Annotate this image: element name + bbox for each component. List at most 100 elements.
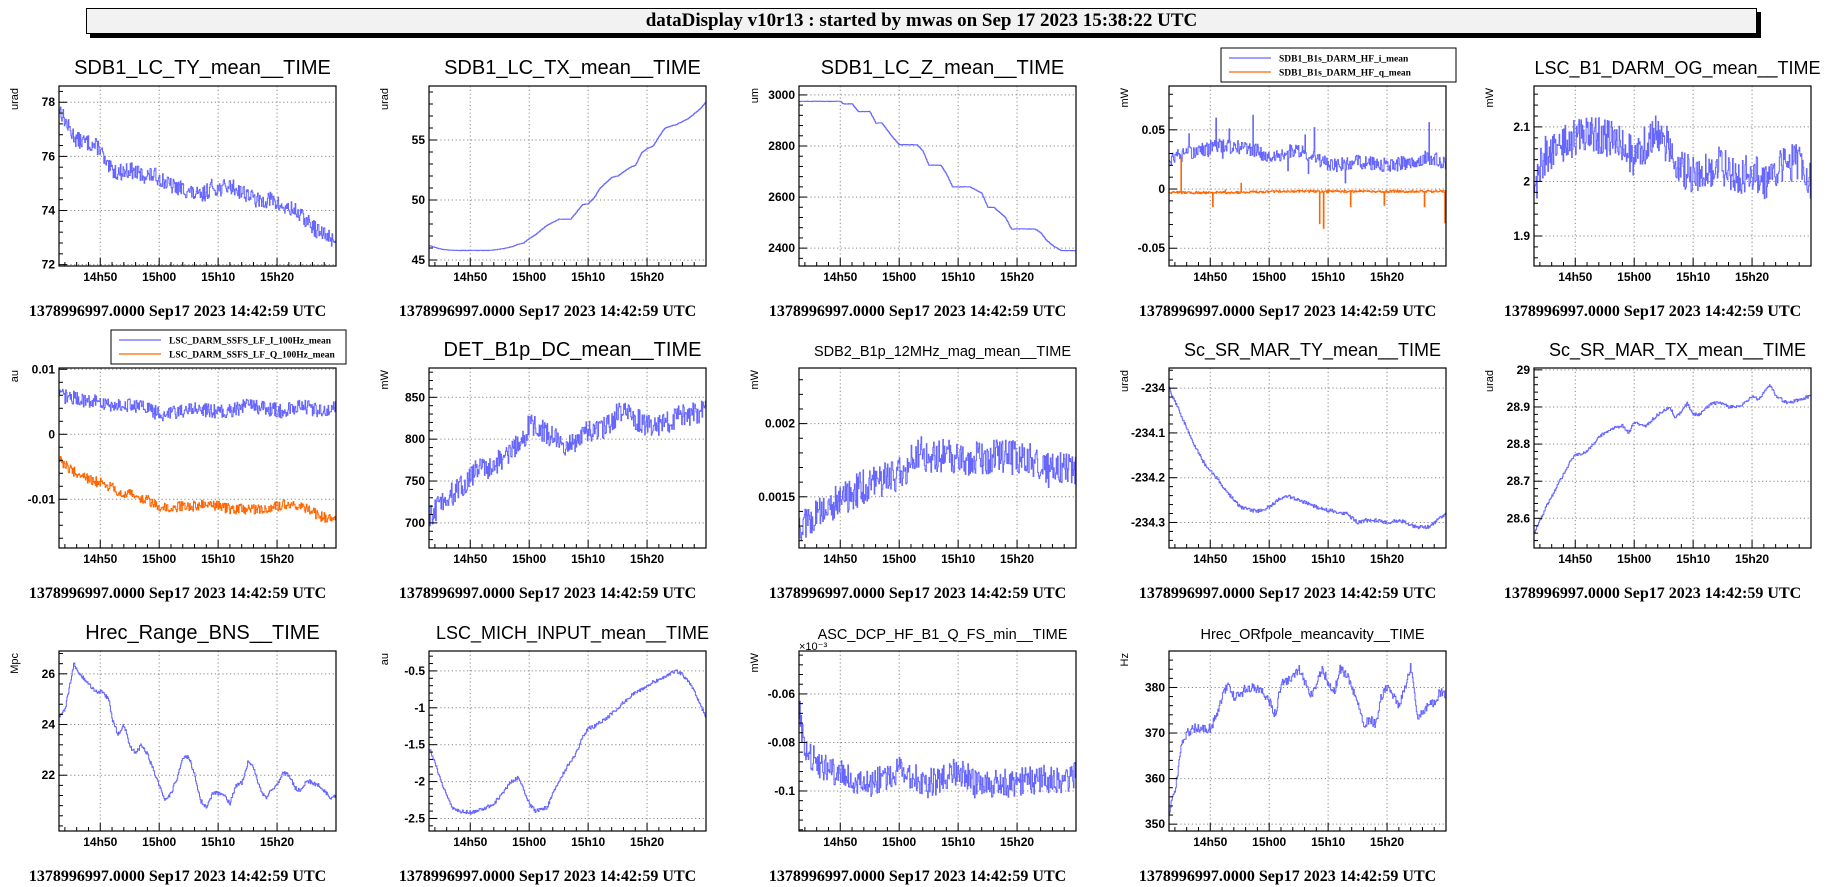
chart-panel: LSC_MICH_INPUT_mean__TIME au 14h50 15h00 15h… [370,605,736,887]
y-tick-label: 800 [405,432,425,446]
y-tick-label: 55 [412,133,426,147]
x-tick-label: 15h10 [201,552,235,566]
chart-panel: Sc_SR_MAR_TX_mean__TIME urad 14h50 15h00 15h… [1475,322,1831,604]
y-tick-label: -0.1 [774,784,795,798]
x-tick-label: 15h10 [571,835,605,849]
y-tick-label: -2.5 [404,811,425,825]
x-tick-label: 15h20 [1000,835,1034,849]
y-axis-label: au [9,370,21,382]
x-tick-label: 15h10 [571,270,605,284]
y-tick-label: -234.3 [1131,515,1165,529]
plot-frame [58,650,337,832]
y-tick-label: 370 [1145,726,1165,740]
x-tick-label: 15h10 [1676,270,1710,284]
y-tick-label: 3000 [768,88,795,102]
plot-frame [428,367,707,549]
y-tick-label: 24 [42,718,56,732]
y-tick-label: 28.6 [1507,511,1531,525]
series-line [1534,115,1812,200]
y-tick-label: 700 [405,516,425,530]
legend-entry: SDB1_B1s_DARM_HF_q_mean [1279,69,1412,79]
x-tick-label: 15h20 [1370,270,1404,284]
y-tick-label: -0.06 [768,687,796,701]
timestamp-footer: 1378996997.0000 Sep17 2023 14:42:59 UTC [29,868,326,885]
y-tick-label: 2600 [768,190,795,204]
y-axis-label: mW [1484,87,1496,107]
legend-entry: LSC_DARM_SSFS_LF_Q_100Hz_mean [169,351,335,361]
legend-box [110,329,347,365]
x-tick-label: 14h50 [823,270,857,284]
timestamp-footer: 1378996997.0000 Sep17 2023 14:42:59 UTC [399,303,696,320]
series-line [1534,384,1812,534]
plot-frame [1533,367,1812,549]
y-tick-label: 2800 [768,139,795,153]
y-tick-label: 28.8 [1507,437,1531,451]
timestamp-footer: 1378996997.0000 Sep17 2023 14:42:59 UTC [399,585,696,602]
y-axis-label: mW [749,369,761,389]
x-tick-label: 15h20 [260,835,294,849]
x-tick-label: 15h10 [1311,552,1345,566]
x-tick-label: 15h20 [1000,270,1034,284]
x-tick-label: 14h50 [1193,270,1227,284]
chart-svg: SDB2_B1p_12MHz_mag_mean__TIME mW 14h50 15h0… [749,344,1077,602]
y-tick-label: 28.7 [1507,474,1531,488]
header-title: dataDisplay v10r13 : started by mwas on … [645,10,1198,31]
x-tick-label: 14h50 [1558,270,1592,284]
y-tick-label: 45 [412,253,426,267]
series-line [59,662,337,809]
chart-panel: SDB2_B1p_12MHz_mag_mean__TIME mW 14h50 15h0… [740,322,1106,604]
chart-svg: Hrec_Range_BNS__TIME Mpc 14h50 15h00 15h10 15… [9,622,337,885]
x-tick-label: 14h50 [83,270,117,284]
y-tick-label: 22 [42,768,56,782]
y-axis-label: mW [379,369,391,389]
series-line [429,101,707,252]
chart-title: Sc_SR_MAR_TY_mean__TIME [1184,340,1441,361]
y-tick-label: 1.9 [1513,229,1530,243]
x-tick-label: 15h10 [1311,835,1345,849]
y-tick-label: 2.1 [1513,120,1530,134]
chart-title: SDB2_B1p_12MHz_mag_mean__TIME [814,344,1071,360]
x-tick-label: 15h10 [1676,552,1710,566]
y-tick-label: 0.01 [32,362,56,376]
y-tick-label: 28.9 [1507,400,1531,414]
y-tick-label: -234.1 [1131,426,1165,440]
x-tick-label: 14h50 [83,835,117,849]
plot-frame [1533,85,1812,267]
plot-frame [798,85,1077,267]
chart-title: SDB1_LC_TY_mean__TIME [74,57,331,79]
series-line [59,106,337,247]
chart-panel: Sc_SR_MAR_TY_mean__TIME urad 14h50 15h00 15h… [1110,322,1476,604]
x-tick-label: 15h20 [260,270,294,284]
x-tick-label: 14h50 [453,552,487,566]
legend: SDB1_B1s_DARM_HF_i_mean SDB1_B1s_DARM_HF_… [1220,47,1457,83]
y-tick-label: -234.2 [1131,471,1165,485]
chart-title: DET_B1p_DC_mean__TIME [444,339,702,361]
chart-title: Hrec_ORfpole_meancavity__TIME [1200,627,1424,643]
x-tick-label: 15h10 [1311,270,1345,284]
x-tick-label: 15h00 [512,835,546,849]
y-tick-label: 350 [1145,817,1165,831]
series-line [799,100,1077,252]
chart-panel: mW 14h50 15h00 15h10 15h20 -0.05 0 0.05 SDB1_B1s… [1110,40,1476,322]
timestamp-footer: 1378996997.0000 Sep17 2023 14:42:59 UTC [29,585,326,602]
y-axis-label: urad [1484,370,1496,392]
plot-frame [798,650,1077,832]
chart-panel: au 14h50 15h00 15h10 15h20 -0.01 0 0.01 LSC_DARM… [0,322,366,604]
chart-panel: LSC_B1_DARM_OG_mean__TIME mW 14h50 15h00 15h… [1475,40,1831,322]
x-tick-label: 15h20 [630,270,664,284]
chart-title: Hrec_Range_BNS__TIME [85,622,320,644]
y-axis-label: Hz [1119,653,1131,666]
chart-panel: Hrec_ORfpole_meancavity__TIME Hz 14h50 15h0… [1110,605,1476,887]
timestamp-footer: 1378996997.0000 Sep17 2023 14:42:59 UTC [769,868,1066,885]
y-multiplier-label: ×10⁻³ [799,641,827,653]
y-axis-label: Mpc [9,653,21,674]
legend-entry: SDB1_B1s_DARM_HF_i_mean [1279,55,1409,65]
y-tick-label: -0.08 [768,735,796,749]
plot-frame [428,650,707,832]
x-tick-label: 15h00 [142,835,176,849]
chart-title: Sc_SR_MAR_TX_mean__TIME [1549,340,1806,361]
plot-frame [798,367,1077,549]
x-tick-label: 14h50 [83,552,117,566]
chart-panel: SDB1_LC_Z_mean__TIME um 14h50 15h00 15h10 15h… [740,40,1106,322]
